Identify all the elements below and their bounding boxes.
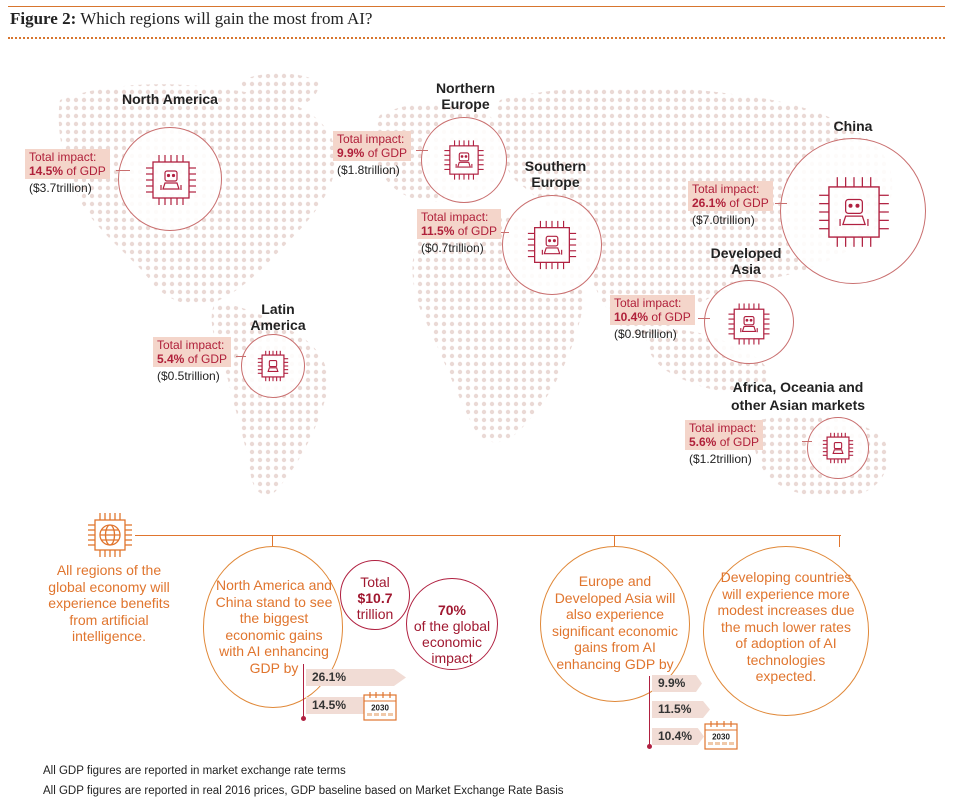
developed-asia-leader [698,318,710,319]
total-unit: trillion [356,606,394,622]
latin-america-circle [241,334,305,398]
connector-drop-2 [614,535,615,547]
na-china-text: North America and China stand to see the… [215,577,333,676]
ai-chip-icon [257,350,289,382]
north-america-impact: Total impact: 14.5% of GDP ($3.7trillion) [25,149,110,197]
connector-line [135,535,841,536]
total-label: Total [360,574,390,590]
southern-europe-leader [497,232,509,233]
ai-chip-icon [146,155,196,205]
figure-label: Figure 2: [10,9,77,28]
china-leader [775,203,787,204]
north-america-leader [116,170,130,171]
china-circle [780,138,926,284]
calendar-year-left: 2030 [371,704,389,713]
developing-text: Developing countries will experience mor… [717,569,855,684]
china-name: China [833,118,873,134]
tag-11-5: 11.5% [652,701,710,718]
all-regions-text: All regions of the global economy will e… [48,562,170,644]
ai-chip-icon [444,140,484,180]
europe-asia-circle [540,546,690,702]
tag-26-1: 26.1% [306,669,406,686]
southern-europe-impact: Total impact: 11.5% of GDP ($0.7trillion) [417,209,502,257]
globe-chip-icon [88,513,132,557]
share-circle [406,578,498,670]
calendar-icon: 2030 [704,721,738,750]
title-dotted-rule [8,37,945,39]
right-tag-dot [647,744,652,749]
southern-europe-circle [502,195,602,295]
right-tag-line [649,676,650,746]
total-value: $10.7 [357,590,393,606]
total-circle [340,560,410,630]
left-tag-dot [301,716,306,721]
ai-chip-icon [728,303,770,345]
ai-chip-icon [527,220,577,270]
latin-america-impact: Total impact: 5.4% of GDP ($0.5trillion) [153,337,232,385]
africa-oceania-name: Africa, Oceania and other Asian markets [730,379,866,413]
share-pct: 70% [437,602,467,618]
tag-9-9: 9.9% [652,675,702,692]
africa-oceania-leader [802,441,812,442]
share-text: of the global economic impact [413,618,491,666]
northern-europe-circle [421,117,507,203]
latin-america-name: Latin America [250,301,306,333]
developing-circle [703,546,869,716]
title-top-rule [8,6,945,7]
europe-asia-text: Europe and Developed Asia will also expe… [551,573,679,672]
developed-asia-name: Developed Asia [710,245,782,277]
calendar-year-right: 2030 [712,733,730,742]
na-china-circle [203,546,343,708]
share-wrap: 70% of the global economic impact [410,602,494,666]
tag-14-5: 14.5% [306,697,372,714]
ai-chip-icon [822,432,854,464]
total-label-wrap: Total $10.7 trillion [342,574,408,622]
northern-europe-leader [416,150,428,151]
ai-chip-icon [819,177,889,247]
africa-oceania-circle [807,417,869,479]
calendar-icon: 2030 [363,692,397,721]
connector-drop-1 [272,535,273,547]
north-america-name: North America [122,91,218,107]
north-america-circle [118,127,222,231]
northern-europe-impact: Total impact: 9.9% of GDP ($1.8trillion) [333,131,412,179]
figure-title-text: Which regions will gain the most from AI… [80,9,373,28]
footnote-1: All GDP figures are reported in market e… [43,765,346,777]
southern-europe-name: Southern Europe [524,158,587,190]
tag-10-4: 10.4% [652,728,704,745]
africa-oceania-impact: Total impact: 5.6% of GDP ($1.2trillion) [685,420,764,468]
left-tag-line [303,664,304,718]
developed-asia-impact: Total impact: 10.4% of GDP ($0.9trillion) [610,295,695,343]
china-impact: Total impact: 26.1% of GDP ($7.0trillion) [688,181,773,229]
northern-europe-name: Northern Europe [435,80,496,112]
figure-title: Figure 2: Which regions will gain the mo… [10,9,372,29]
latin-america-leader [236,356,246,357]
developed-asia-circle [704,280,794,364]
world-map-dots [58,73,893,498]
connector-drop-3 [839,535,840,547]
footnote-2: All GDP figures are reported in real 201… [43,785,564,797]
